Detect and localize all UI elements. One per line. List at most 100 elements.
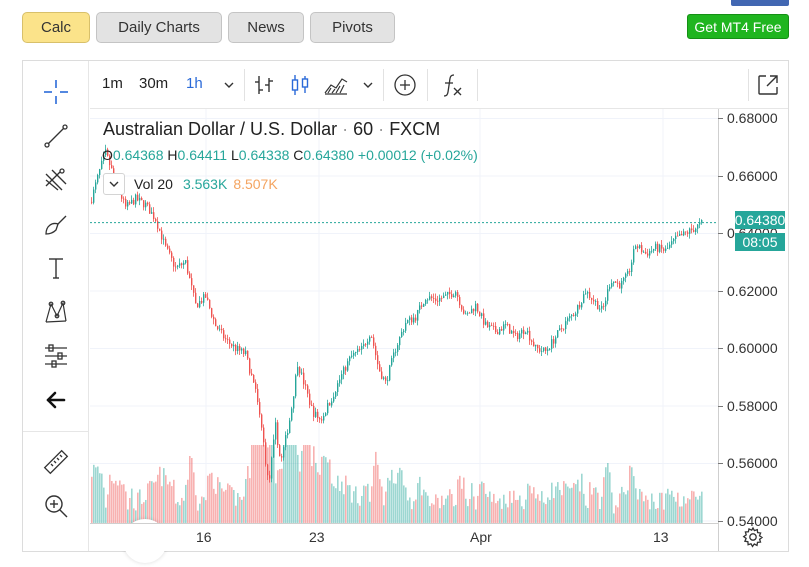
volume-bar [111, 480, 113, 523]
collapse-chevron-down-icon[interactable] [103, 173, 125, 195]
candle-body [315, 411, 317, 417]
back-arrow-icon[interactable] [37, 383, 75, 417]
volume-bar [293, 445, 295, 523]
candle-body [147, 202, 149, 205]
candle-body [653, 249, 655, 251]
chart-pane[interactable] [90, 109, 718, 551]
volume-bar [553, 498, 555, 523]
timeframe-30m[interactable]: 30m [139, 75, 169, 92]
drawing-toolbar [23, 61, 89, 551]
zoom-in-icon[interactable] [37, 489, 75, 523]
candle-body [539, 348, 541, 352]
volume-bar [677, 492, 679, 523]
volume-bar [125, 491, 127, 523]
volume-bar [475, 509, 477, 523]
candle-body [241, 348, 243, 351]
candle-body [523, 329, 525, 335]
tab-calc[interactable]: Calc [22, 12, 90, 43]
symbol-exchange: FXCM [389, 119, 441, 139]
candle-body [295, 375, 297, 397]
candle-body [635, 246, 637, 250]
candle-body [583, 294, 585, 304]
timeframe-chevron-down-icon[interactable] [215, 71, 243, 99]
tab-pivots[interactable]: Pivots [310, 12, 395, 43]
fullscreen-icon[interactable] [754, 71, 782, 99]
candle-body [281, 456, 283, 458]
candle-body [541, 350, 543, 352]
pitchfork-icon[interactable] [37, 163, 75, 197]
candle-body [641, 245, 643, 253]
crosshair-icon[interactable] [37, 75, 75, 109]
candle-body [337, 383, 339, 393]
candle-body [567, 318, 569, 322]
candle-body [261, 414, 263, 428]
indicators-icon[interactable] [438, 71, 466, 99]
timeframe-1m[interactable]: 1m [102, 75, 123, 92]
price-tick-label: 0.58000 [727, 397, 778, 414]
volume-bar [535, 498, 537, 523]
toolbar-divider [383, 69, 384, 101]
pattern-icon[interactable] [37, 295, 75, 329]
volume-bar [539, 500, 541, 523]
text-icon[interactable] [37, 251, 75, 285]
bars-icon[interactable] [250, 71, 278, 99]
candle-body [267, 464, 269, 476]
chart-type-chevron-down-icon[interactable] [354, 71, 382, 99]
volume-bar [679, 506, 681, 523]
candle-body [143, 200, 145, 208]
candle-body [177, 265, 179, 267]
volume-bar [479, 484, 481, 523]
area-icon[interactable] [322, 71, 350, 99]
candle-body [287, 433, 289, 436]
ruler-icon[interactable] [37, 445, 75, 479]
candle-body [425, 300, 427, 305]
candle-body [209, 299, 211, 309]
trend-line-icon[interactable] [37, 119, 75, 153]
get-mt4-button[interactable]: Get MT4 Free [687, 14, 789, 39]
volume-bar [259, 445, 261, 523]
candle-body [549, 348, 551, 350]
time-axis[interactable] [90, 523, 718, 551]
volume-bar [407, 500, 409, 523]
tab-news[interactable]: News [228, 12, 304, 43]
legend-dot: · [342, 119, 349, 139]
candle-body [639, 245, 641, 248]
candle-body [547, 349, 549, 352]
candle-body [445, 294, 447, 296]
volume-bar [537, 494, 539, 523]
candle-body [585, 293, 587, 295]
timeframe-1h[interactable]: 1h [186, 75, 203, 92]
volume-bar [169, 481, 171, 523]
facebook-like-strip[interactable] [731, 0, 789, 6]
candles-icon[interactable] [286, 71, 314, 99]
tab-daily-charts[interactable]: Daily Charts [96, 12, 222, 43]
volume-bar [135, 510, 137, 523]
candle-body [529, 330, 531, 341]
time-tick-label: 23 [309, 529, 325, 545]
volume-bar [551, 482, 553, 523]
candle-body [599, 308, 601, 310]
brush-icon[interactable] [37, 207, 75, 241]
volume-bar [265, 445, 267, 523]
price-scale[interactable] [718, 109, 788, 551]
gear-icon[interactable] [742, 526, 764, 548]
price-chart[interactable] [90, 109, 718, 551]
candle-body [697, 224, 699, 229]
volume-bar [137, 492, 139, 523]
volume-bar [507, 507, 509, 523]
add-compare-icon[interactable] [391, 71, 419, 99]
candle-body [519, 333, 521, 339]
volume-bar [453, 506, 455, 523]
candle-body [575, 313, 577, 316]
volume-bar [497, 500, 499, 523]
volume-bar [349, 485, 351, 523]
price-tick-label: 0.54000 [727, 512, 778, 529]
volume-bar [309, 445, 311, 523]
candle-body [103, 155, 105, 161]
volume-bar [431, 503, 433, 523]
volume-bar [93, 464, 95, 523]
candle-body [203, 294, 205, 303]
prediction-icon[interactable] [37, 339, 75, 373]
candle-body [131, 199, 133, 204]
volume-bar [429, 506, 431, 523]
